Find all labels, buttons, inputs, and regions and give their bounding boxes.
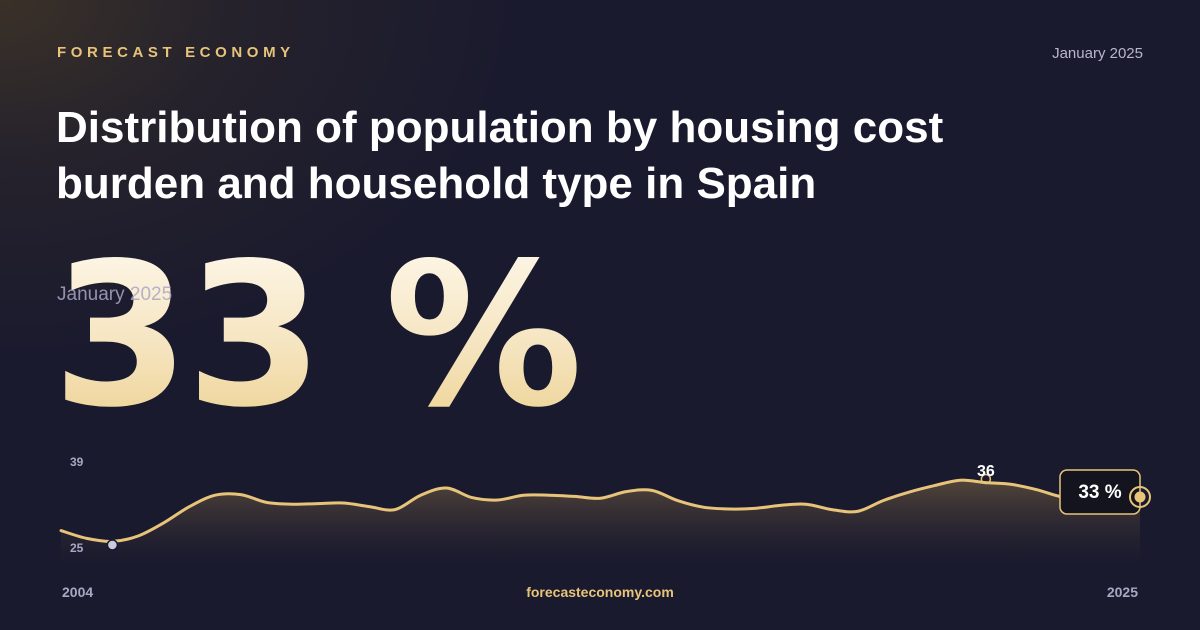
series-line	[59, 478, 1142, 543]
last-value-label: 33 %	[1078, 482, 1121, 503]
x-axis-end-label: 2025	[1106, 584, 1138, 600]
chart-title: Distribution of population by housing co…	[56, 103, 944, 208]
min-point-marker	[106, 539, 119, 551]
max-point-marker	[980, 473, 992, 485]
max-value-label: 36	[977, 463, 995, 480]
header-date: January 2025	[1052, 45, 1143, 62]
last-point-marker	[1134, 491, 1146, 503]
headline-date: January 2025	[57, 284, 173, 305]
x-axis-start-label: 2004	[62, 584, 94, 600]
brand-name: FORECAST ECONOMY	[57, 44, 295, 61]
headline-value: 33 %	[52, 220, 583, 451]
series-area	[61, 480, 1140, 564]
site-url: forecasteconomy.com	[526, 584, 674, 600]
y-tick-label-top: 39	[70, 455, 84, 469]
last-point-ring	[1129, 486, 1151, 508]
y-tick-label-bottom: 25	[70, 541, 84, 555]
